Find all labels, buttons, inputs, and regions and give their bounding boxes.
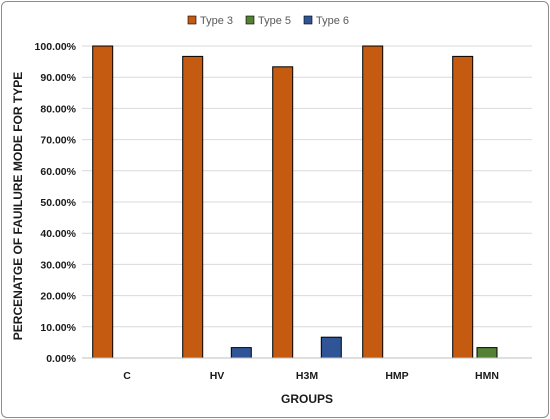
legend-label: Type 3 (200, 15, 233, 27)
y-tick-label: 0.00% (46, 353, 76, 365)
bar-type-3-h3m (272, 66, 294, 359)
y-tick-label: 30.00% (40, 259, 76, 271)
x-tick-label: HV (210, 370, 225, 382)
x-axis-ticks: C HV H3M HMP HMN (123, 370, 499, 382)
legend: Type 3 Type 5 Type 6 (187, 15, 349, 27)
bar-type-6-hv (230, 347, 252, 359)
y-tick-label: 80.00% (40, 103, 76, 115)
legend-label: Type 6 (316, 15, 349, 27)
bar-type-5-hmn (476, 347, 498, 359)
legend-swatch (245, 15, 255, 25)
y-axis-title: PERCENATGE OF FAUILURE MODE FOR TYPE (11, 72, 25, 340)
x-tick-label: HMP (385, 370, 408, 382)
y-tick-label: 100.00% (35, 41, 77, 53)
y-tick-label: 60.00% (40, 166, 76, 178)
bar-type-3-hv (182, 55, 204, 359)
x-tick-label: HMN (475, 370, 499, 382)
x-axis-title: GROUPS (281, 392, 333, 406)
x-tick-label: H3M (296, 370, 318, 382)
y-tick-label: 70.00% (40, 135, 76, 147)
y-tick-label: 50.00% (40, 197, 76, 209)
legend-swatch (303, 15, 313, 25)
legend-label: Type 5 (258, 15, 291, 27)
y-tick-label: 20.00% (40, 291, 76, 303)
x-tick-label: C (123, 370, 131, 382)
y-axis-ticks: 0.00% 10.00% 20.00% 30.00% 40.00% 50.00% 60.00… (35, 41, 77, 365)
bar-type-6-h3m (320, 336, 342, 359)
bar-type-3-hmp (362, 45, 384, 359)
y-tick-label: 90.00% (40, 72, 76, 84)
bar-type-3-hmn (452, 55, 474, 359)
y-tick-label: 40.00% (40, 228, 76, 240)
legend-swatch (187, 15, 197, 25)
bars (92, 45, 498, 359)
y-tick-label: 10.00% (40, 322, 76, 334)
bar-type-3-c (92, 45, 114, 359)
